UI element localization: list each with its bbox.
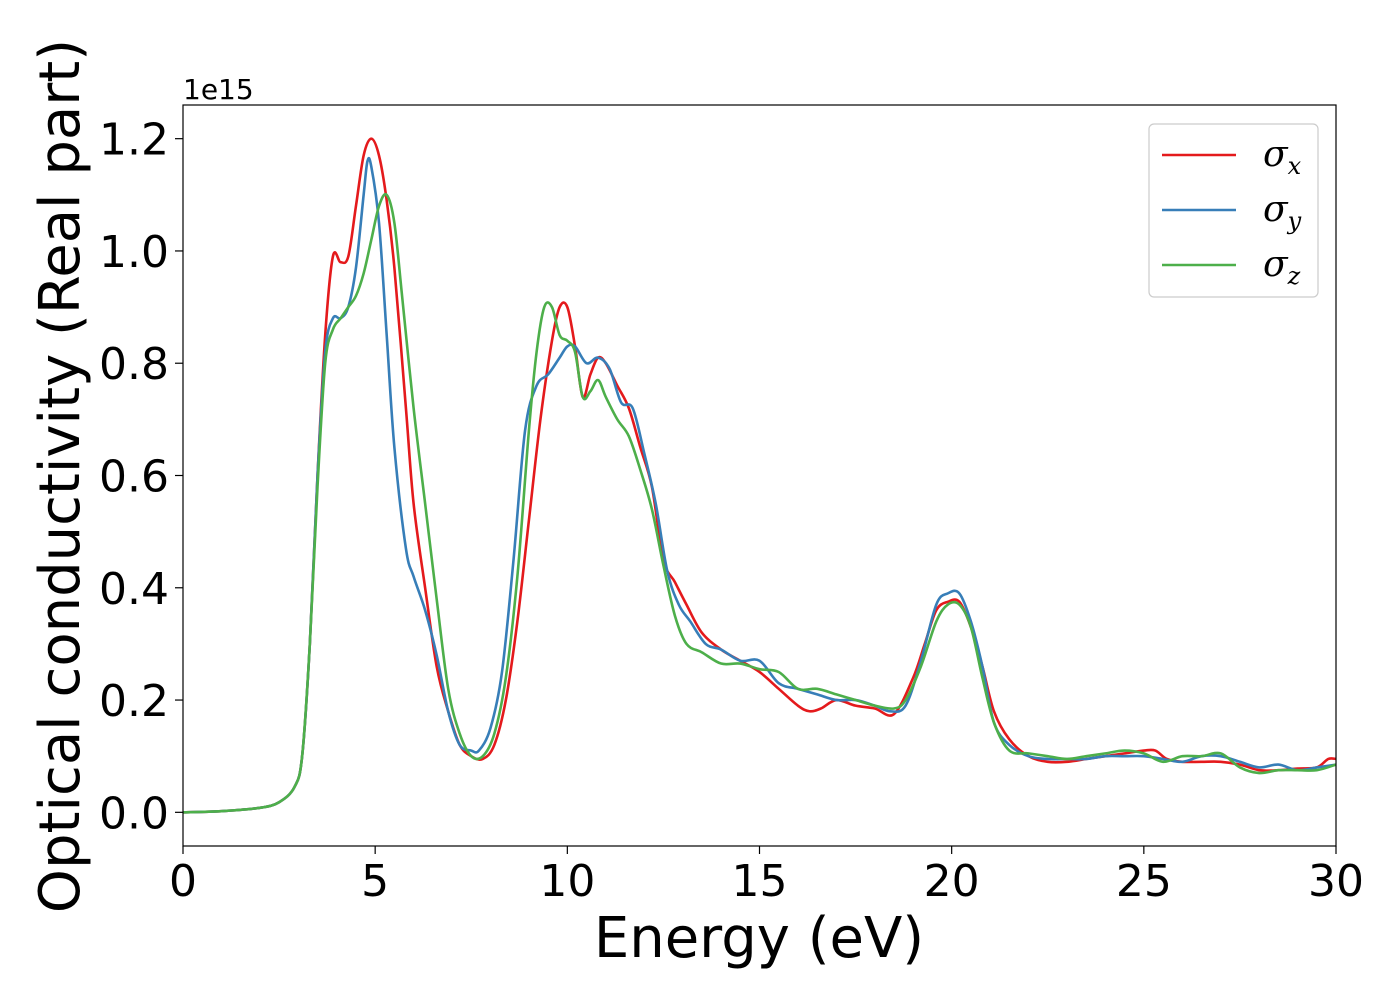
legend-label-y: σy: [1263, 189, 1302, 235]
legend-label-z: σz: [1263, 244, 1301, 290]
legend-label-x: σx: [1263, 134, 1302, 180]
series-layer: [183, 137, 1336, 814]
x-ticks: 0 5 10 15 20 25 30: [169, 846, 1364, 907]
y-axis-title: Optical conductivity (Real part): [28, 39, 93, 913]
legend-items: σx σy σz: [1162, 134, 1302, 290]
x-axis-title: Energy (eV): [594, 906, 924, 971]
legend: σx σy σz: [1148, 123, 1319, 298]
x-tick-label: 25: [1116, 856, 1172, 907]
x-tick-label: 10: [539, 856, 595, 907]
x-tick-label: 0: [169, 856, 197, 907]
y-tick-label: 1.0: [99, 227, 169, 278]
y-tick-label: 0.4: [99, 564, 169, 615]
y-offset-label: 1e15: [183, 73, 254, 106]
y-tick-label: 0.0: [99, 788, 169, 839]
y-tick-label: 0.2: [99, 676, 169, 727]
y-ticks: 0.0 0.2 0.4 0.6 0.8 1.0 1.2: [99, 115, 183, 839]
y-tick-label: 0.8: [99, 339, 169, 390]
x-tick-label: 20: [924, 856, 980, 907]
x-tick-label: 5: [361, 856, 389, 907]
y-tick-label: 1.2: [99, 115, 169, 166]
x-tick-label: 15: [732, 856, 788, 907]
y-tick-label: 0.6: [99, 452, 169, 503]
x-tick-label: 30: [1308, 856, 1364, 907]
series-line-z: [183, 192, 1336, 814]
